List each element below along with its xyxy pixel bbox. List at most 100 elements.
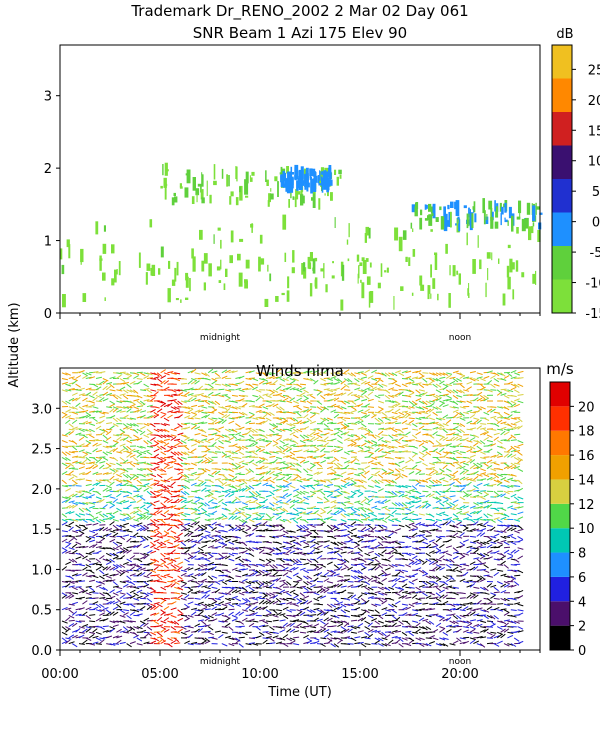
- wind-barb: [82, 372, 88, 377]
- wind-barb: [204, 440, 211, 444]
- snr-cell: [287, 276, 290, 289]
- wind-barb: [116, 635, 123, 639]
- wind-barb: [221, 517, 228, 520]
- snr-cell: [398, 236, 403, 252]
- wind-barb: [143, 434, 150, 439]
- wind-barb: [381, 577, 387, 582]
- wind-barb: [112, 442, 119, 447]
- wind-barb: [401, 578, 408, 582]
- wind-barb: [204, 489, 211, 492]
- wind-barb: [177, 423, 183, 428]
- wind-barb: [170, 620, 177, 625]
- wind-barb: [340, 603, 347, 608]
- wind-barb: [150, 408, 156, 413]
- wind-barb: [415, 389, 421, 394]
- wind-barb: [95, 473, 103, 475]
- wind-barb: [150, 605, 156, 611]
- wind-barb: [221, 375, 228, 379]
- wind-barb: [102, 533, 109, 537]
- wind-barb: [405, 431, 411, 436]
- wind-barb: [299, 552, 306, 556]
- wind-barb: [116, 374, 122, 379]
- wind-barb: [401, 427, 408, 430]
- wind-barb: [248, 442, 255, 447]
- wind-barb: [238, 512, 245, 515]
- wind-barb: [378, 427, 385, 430]
- wind-barb: [221, 541, 227, 546]
- wind-barb: [126, 434, 132, 439]
- wind-barb: [340, 513, 346, 518]
- wind-barb: [197, 385, 204, 391]
- wind-barb: [289, 397, 296, 402]
- wind-barb: [401, 606, 408, 611]
- wind-barb: [143, 375, 150, 379]
- snr-cell: [531, 226, 534, 234]
- wind-barb: [289, 451, 296, 456]
- wind-barb: [415, 522, 422, 526]
- wind-barb: [265, 513, 271, 519]
- wind-barb: [143, 383, 150, 388]
- wind-barb: [78, 462, 86, 465]
- wind-barb: [156, 473, 163, 479]
- wind-barb: [82, 639, 88, 645]
- wind-barb: [146, 597, 153, 603]
- wind-barb: [106, 422, 113, 425]
- wind-barb: [357, 538, 364, 543]
- wind-barb: [354, 434, 360, 439]
- wind-barb: [286, 400, 293, 404]
- wind-barb: [415, 490, 422, 495]
- wind-barb: [405, 564, 412, 568]
- wind-barb: [330, 625, 337, 628]
- wind-barb: [180, 477, 187, 481]
- wind-barb: [102, 411, 109, 414]
- wind-barb: [388, 387, 395, 391]
- wind-barb: [265, 558, 272, 563]
- wind-barb: [190, 414, 197, 419]
- wind-barb: [337, 620, 344, 624]
- wind-barb: [316, 467, 324, 470]
- wind-barb: [173, 524, 180, 529]
- wind-barb: [61, 549, 68, 554]
- wind-barb: [143, 622, 149, 627]
- wind-barb: [289, 539, 296, 543]
- wind-barb: [242, 591, 249, 594]
- wind-barb: [252, 462, 258, 467]
- wind-barb: [116, 372, 123, 375]
- wind-barb: [146, 462, 153, 467]
- wind-barb: [68, 592, 75, 597]
- wind-barb: [316, 479, 323, 483]
- wind-barb: [248, 495, 256, 498]
- wind-barb: [401, 612, 408, 616]
- wind-barb: [163, 438, 170, 441]
- wind-barb: [112, 423, 119, 427]
- wind-barb: [330, 496, 337, 499]
- wind-barb: [299, 597, 306, 602]
- wind-barb: [102, 579, 109, 582]
- wind-barb: [428, 434, 435, 439]
- wind-barb: [99, 586, 106, 591]
- wind-barb: [119, 499, 126, 504]
- snr-cell: [434, 252, 438, 255]
- snr-cell: [331, 275, 335, 279]
- wind-barb: [276, 428, 282, 433]
- wind-barb: [330, 392, 337, 396]
- wind-barb: [225, 440, 231, 443]
- wind-barb: [136, 495, 143, 498]
- wind-barb: [82, 600, 88, 605]
- wind-barb: [126, 383, 132, 389]
- wind-barb: [139, 496, 146, 501]
- wind-barb: [279, 533, 286, 537]
- wind-barb: [150, 378, 157, 380]
- wind-barb: [289, 550, 296, 554]
- wind-barb: [82, 628, 88, 633]
- wind-barb: [327, 378, 333, 381]
- wind-barb: [381, 416, 388, 419]
- wind-barb: [320, 628, 326, 633]
- wind-barb: [71, 419, 78, 425]
- wind-barb: [313, 572, 320, 577]
- wind-barb: [184, 411, 191, 414]
- wind-barb: [275, 385, 282, 391]
- wind-barb: [95, 499, 102, 504]
- snr-cell: [455, 200, 460, 216]
- wind-barb: [201, 524, 208, 529]
